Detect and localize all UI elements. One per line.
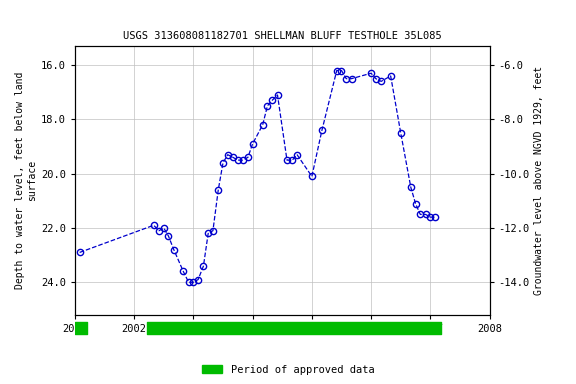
Title: USGS 313608081182701 SHELLMAN BLUFF TESTHOLE 35L085: USGS 313608081182701 SHELLMAN BLUFF TEST… xyxy=(123,31,442,41)
Y-axis label: Groundwater level above NGVD 1929, feet: Groundwater level above NGVD 1929, feet xyxy=(534,66,544,295)
Y-axis label: Depth to water level, feet below land
surface: Depth to water level, feet below land su… xyxy=(15,72,37,289)
Legend: Period of approved data: Period of approved data xyxy=(198,361,378,379)
